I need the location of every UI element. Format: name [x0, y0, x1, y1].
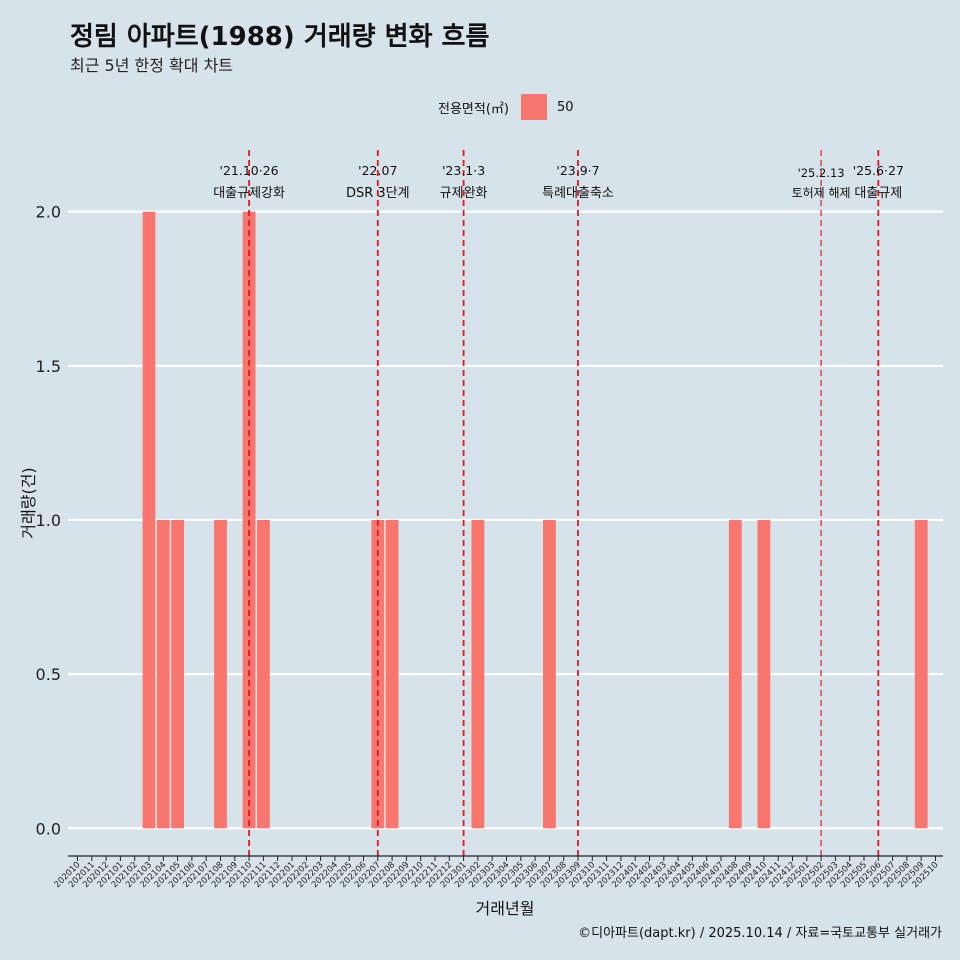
event-name-label: DSR 3단계	[346, 186, 410, 201]
event-name-label: 토허제 해제	[792, 186, 851, 200]
legend-title: 전용면적(㎡)	[438, 101, 509, 117]
legend: 전용면적(㎡) 50	[438, 94, 574, 120]
x-axis-title: 거래년월	[476, 899, 535, 918]
event-date-label: '23.9·7	[556, 163, 599, 178]
legend-item-label: 50	[556, 99, 574, 115]
y-tick-label: 1.5	[36, 357, 61, 376]
y-tick-label: 1.0	[36, 511, 61, 530]
chart-subtitle: 최근 5년 한정 확대 차트	[70, 56, 234, 75]
event-name-label: 규제완화	[440, 186, 488, 201]
bar	[156, 519, 170, 829]
y-tick-label: 0.5	[36, 665, 61, 684]
y-tick-label: 2.0	[36, 203, 61, 222]
bar	[543, 519, 556, 829]
bar	[728, 519, 742, 829]
event-name-label: 대출규제	[854, 186, 902, 201]
event-date-label: '25.2.13	[798, 166, 845, 180]
bar	[242, 211, 256, 829]
event-date-label: '23.1·3	[442, 163, 485, 178]
bar	[914, 519, 928, 829]
event-name-label: 대출규제강화	[213, 186, 285, 201]
chart-title: 정림 아파트(1988) 거래량 변화 흐름	[70, 22, 490, 52]
event-date-label: '25.6·27	[853, 163, 904, 178]
y-axis-title: 거래량(건)	[19, 467, 38, 538]
bar	[214, 519, 227, 829]
legend-key-swatch	[520, 94, 547, 120]
event-date-label: '22.07	[358, 163, 397, 178]
event-name-label: 특례대출축소	[542, 186, 614, 201]
event-date-label: '21.10·26	[220, 163, 279, 178]
bar	[142, 211, 156, 829]
bar	[471, 519, 485, 829]
y-tick-label: 0.0	[36, 819, 61, 838]
bar	[257, 519, 270, 829]
chart-caption: ©디아파트(dapt.kr) / 2025.10.14 / 자료=국토교통부 실…	[578, 926, 942, 941]
bar	[385, 519, 399, 829]
bar	[171, 519, 184, 829]
bar	[757, 519, 771, 829]
